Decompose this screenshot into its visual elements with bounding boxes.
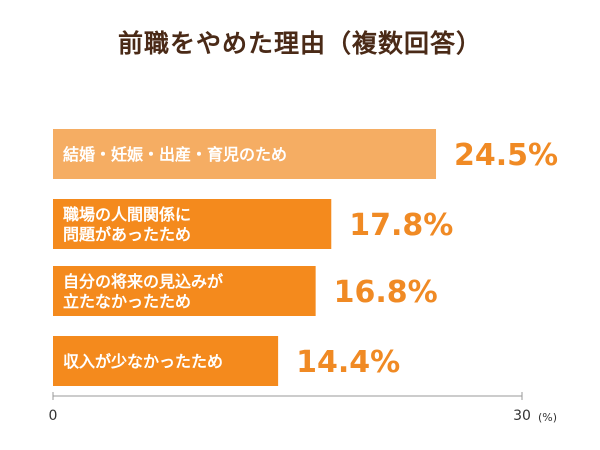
bar-1 xyxy=(53,129,437,179)
bar-label-3-line-2: 立たなかったため xyxy=(63,292,191,311)
bar-label-4-line-1: 収入が少なかったため xyxy=(63,352,223,371)
bar-label-2-line-1: 職場の人間関係に xyxy=(63,205,191,224)
value-label-4: 14.4% xyxy=(296,345,400,380)
chart-title: 前職をやめた理由（複数回答） xyxy=(117,29,482,58)
x-tick-label-1: 30 xyxy=(513,408,531,424)
value-label-1: 24.5% xyxy=(454,138,558,173)
bar-2 xyxy=(53,199,332,249)
bar-3 xyxy=(53,266,316,316)
bar-label-3-line-1: 自分の将来の見込みが xyxy=(63,272,223,291)
bar-label-2-line-2: 問題があったため xyxy=(63,225,191,244)
value-label-2: 17.8% xyxy=(349,208,453,243)
bar-4 xyxy=(53,336,279,386)
x-axis-unit: (%) xyxy=(538,411,557,424)
bar-label-1-line-1: 結婚・妊娠・出産・育児のため xyxy=(63,145,287,164)
x-tick-label-0: 0 xyxy=(49,408,58,424)
value-label-3: 16.8% xyxy=(334,275,438,310)
